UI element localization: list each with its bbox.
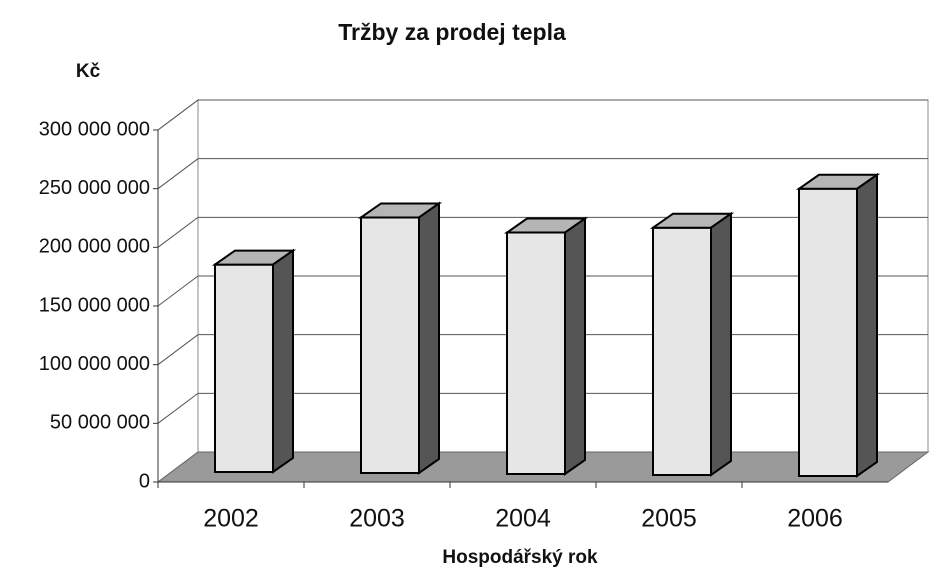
y-tick-label: 200 000 000 [39, 236, 150, 258]
grid-line [157, 158, 928, 190]
y-tick-label: 100 000 000 [39, 353, 150, 375]
x-tick-label: 2006 [787, 505, 843, 533]
bar-front [360, 216, 420, 474]
bar [795, 172, 881, 478]
bar [503, 216, 589, 476]
y-tick-label: 300 000 000 [39, 118, 150, 140]
bar-front [798, 187, 858, 477]
x-tick-label: 2003 [349, 505, 405, 533]
x-axis-label: Hospodářský rok [442, 547, 598, 568]
bar-front [652, 226, 712, 476]
bar [649, 211, 735, 477]
bar-front [506, 231, 566, 475]
grid-line [157, 99, 928, 131]
y-tick-label: 250 000 000 [39, 177, 150, 199]
bar-side [418, 201, 440, 475]
bar-front [214, 263, 274, 473]
bar-side [856, 172, 878, 478]
y-axis-label: Kč [76, 61, 101, 82]
y-tick-label: 150 000 000 [39, 294, 150, 316]
y-tick-label: 0 [139, 470, 150, 492]
bar-side [564, 216, 586, 476]
bar-side [272, 248, 294, 474]
bar [357, 201, 443, 475]
chart-title: Tržby za prodej tepla [338, 19, 566, 45]
x-tick-label: 2005 [641, 505, 697, 533]
bar-side [710, 211, 732, 477]
y-tick-label: 50 000 000 [50, 412, 150, 434]
x-tick-label: 2004 [495, 505, 551, 533]
x-tick-label: 2002 [203, 505, 259, 533]
bar [211, 248, 297, 474]
